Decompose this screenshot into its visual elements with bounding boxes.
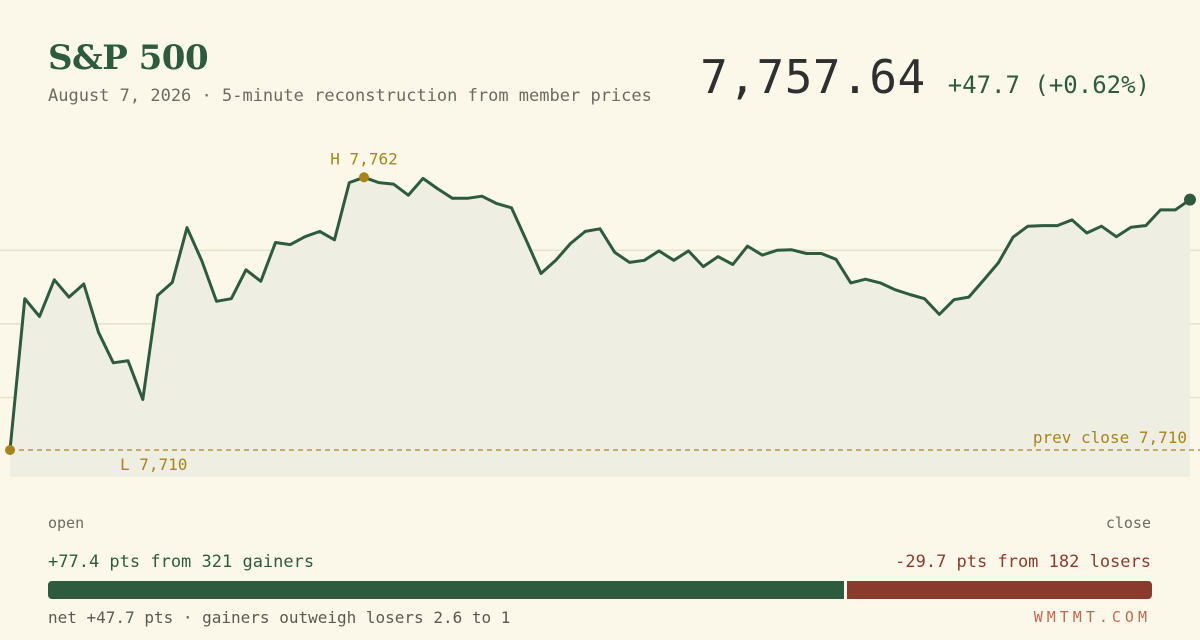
high-label: H 7,762 bbox=[330, 149, 397, 168]
x-axis-end-label: close bbox=[1105, 514, 1151, 532]
price-summary: 7,757.64 +47.7 (+0.62%) bbox=[700, 50, 1150, 104]
price-area bbox=[10, 177, 1190, 478]
current-price: 7,757.64 bbox=[700, 50, 926, 104]
losers-summary: -29.7 pts from 182 losers bbox=[895, 552, 1151, 572]
gainers-summary: +77.4 pts from 321 gainers bbox=[48, 552, 315, 572]
price-change: +47.7 (+0.62%) bbox=[947, 71, 1150, 99]
price-line bbox=[8, 175, 1191, 451]
low-label: L 7,710 bbox=[120, 455, 187, 474]
breadth-bar bbox=[48, 581, 1152, 599]
low-marker bbox=[5, 444, 15, 455]
high-marker bbox=[359, 172, 369, 183]
losers-bar bbox=[846, 581, 1152, 599]
page-title: S&P 500 bbox=[48, 38, 209, 78]
close-marker bbox=[1184, 193, 1196, 206]
page-subtitle: August 7, 2026 · 5-minute reconstruction… bbox=[48, 86, 652, 106]
x-axis-start-label: open bbox=[48, 514, 85, 532]
prev-close-label: prev close 7,710 bbox=[1033, 428, 1187, 447]
brand-label: WMTMT.COM bbox=[1033, 608, 1151, 626]
gainers-bar bbox=[48, 581, 844, 599]
net-summary: net +47.7 pts · gainers outweigh losers … bbox=[48, 608, 511, 627]
